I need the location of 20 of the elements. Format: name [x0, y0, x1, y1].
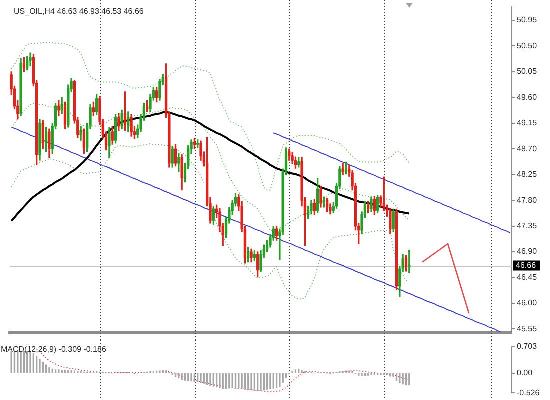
ref-line-label: 46.66 [516, 260, 537, 270]
y-tick-label: 47.35 [517, 222, 538, 231]
y-tick-label: 46.45 [517, 272, 538, 282]
y-tick-label: 45.55 [517, 324, 538, 334]
y-tick-label: 47.80 [517, 196, 538, 205]
chart-title: MACD(12,26,9) -0.309 -0.186 [1, 345, 107, 354]
y-tick-label: 50.05 [517, 67, 538, 76]
y-tick-label: 0.703 [517, 342, 538, 352]
chart-title: US_OIL,H4 46.63 46.93 46.53 46.66 [14, 7, 144, 16]
y-tick-label: 0.00 [517, 368, 534, 378]
y-tick-label: 50.50 [517, 41, 538, 50]
line-series [11, 42, 410, 191]
y-tick-label: 49.60 [517, 92, 538, 102]
y-tick-label: 49.15 [517, 118, 538, 128]
y-tick-label: 50.95 [517, 16, 538, 25]
y-tick-label: 46.00 [517, 298, 538, 308]
y-tick-label: -0.526 [517, 388, 540, 398]
y-tick-label: 48.70 [517, 144, 538, 154]
y-tick-label: 46.90 [517, 247, 538, 256]
y-tick-label: 48.25 [517, 170, 538, 180]
